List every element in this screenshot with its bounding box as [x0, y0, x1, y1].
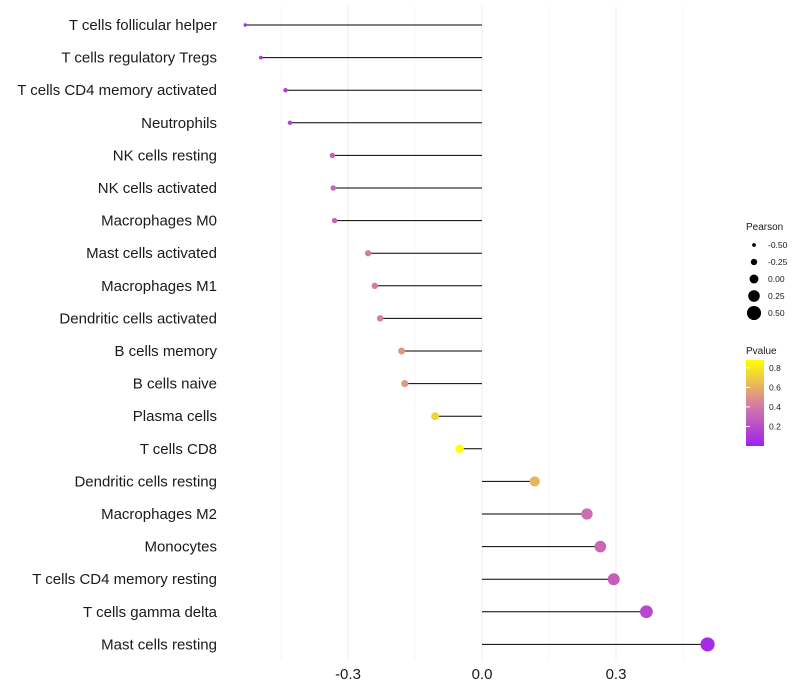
legend-color-label: 0.2	[769, 421, 781, 431]
y-axis-label: Macrophages M1	[101, 278, 217, 295]
y-axis-label: Dendritic cells resting	[74, 473, 217, 490]
data-point	[529, 476, 540, 487]
legend-size-key	[749, 274, 759, 284]
x-axis-tick-label: -0.3	[335, 666, 361, 683]
y-axis-label: NK cells resting	[113, 147, 217, 164]
legend-color-label: 0.4	[769, 402, 781, 412]
y-axis-label: Plasma cells	[133, 408, 217, 425]
legend-size-label: 0.25	[768, 291, 785, 301]
legend-size-label: -0.50	[768, 240, 788, 250]
data-point	[331, 217, 338, 224]
legend-size-key	[752, 243, 756, 247]
y-axis-label: T cells follicular helper	[69, 17, 217, 34]
data-point	[700, 637, 715, 652]
y-axis-label: B cells memory	[114, 343, 217, 360]
y-axis-label: T cells regulatory Tregs	[61, 50, 217, 67]
data-point	[607, 573, 620, 586]
data-point	[287, 120, 293, 126]
y-axis-label: T cells gamma delta	[83, 604, 218, 621]
y-axis-label: Mast cells resting	[101, 636, 217, 653]
legend-pearson-title: Pearson	[746, 222, 783, 233]
y-axis-label: T cells CD8	[140, 441, 217, 458]
legend-size-label: -0.25	[768, 257, 788, 267]
legend-color-label: 0.6	[769, 382, 781, 392]
legend-pvalue-title: Pvalue	[746, 346, 777, 357]
y-axis-label: Neutrophils	[141, 115, 217, 132]
data-point	[455, 444, 464, 453]
y-axis-label: Dendritic cells activated	[59, 310, 217, 327]
data-point	[364, 250, 372, 257]
legend-size-key	[748, 290, 760, 302]
data-point	[640, 605, 653, 619]
y-axis-label: NK cells activated	[98, 180, 217, 197]
legend-size-label: 0.00	[768, 274, 785, 284]
data-point	[371, 282, 379, 290]
y-axis-labels: T cells follicular helper T cells regulat…	[17, 17, 217, 653]
y-axis-label: Mast cells activated	[86, 245, 217, 262]
data-point	[376, 315, 384, 322]
data-point	[330, 185, 336, 191]
data-point	[329, 152, 336, 159]
legend-pvalue: Pvalue 0.2 0.4 0.6 0.8	[746, 346, 781, 446]
legend-pearson: Pearson -0.50 -0.25 0.00 0.25 0.50	[746, 222, 788, 321]
x-axis-tick-label: 0.3	[606, 666, 627, 683]
legend-color-bar	[746, 360, 764, 446]
data-point	[259, 55, 263, 60]
data-point	[594, 540, 607, 553]
points	[243, 23, 715, 652]
data-point	[401, 380, 409, 388]
y-axis-label: T cells CD4 memory resting	[32, 571, 217, 588]
data-point	[243, 23, 247, 27]
y-axis-label: Macrophages M2	[101, 506, 217, 523]
data-point	[581, 508, 593, 520]
legend-size-label: 0.50	[768, 308, 785, 318]
data-point	[283, 88, 288, 93]
y-axis-label: Monocytes	[144, 539, 217, 556]
x-axis-ticks: -0.3 0.0 0.3	[335, 666, 626, 683]
grid-lines	[280, 6, 684, 660]
stems	[245, 24, 708, 645]
y-axis-label: T cells CD4 memory activated	[17, 82, 217, 99]
y-axis-label: Macrophages M0	[101, 213, 217, 230]
y-axis-label: B cells naive	[133, 376, 217, 393]
x-axis-tick-label: 0.0	[472, 666, 493, 683]
legend-color-label: 0.8	[769, 363, 781, 373]
legend-size-key	[750, 258, 758, 266]
legend-size-key	[746, 305, 762, 321]
data-point	[398, 347, 406, 355]
data-point	[431, 412, 440, 421]
